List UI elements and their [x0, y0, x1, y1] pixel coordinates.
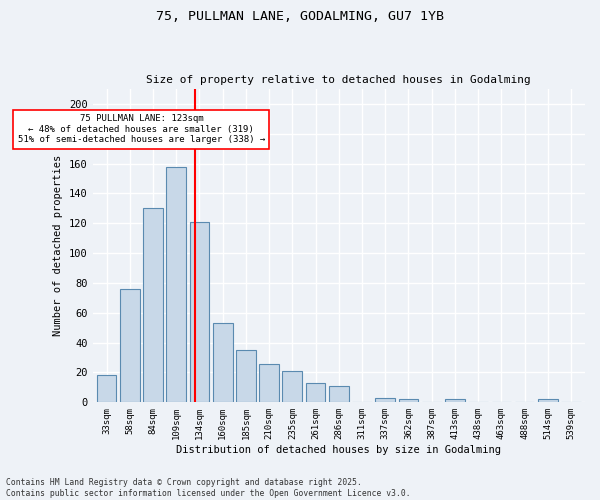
Text: Contains HM Land Registry data © Crown copyright and database right 2025.
Contai: Contains HM Land Registry data © Crown c… [6, 478, 410, 498]
Bar [398, 400, 418, 402]
Bar [143, 208, 163, 402]
Text: 75, PULLMAN LANE, GODALMING, GU7 1YB: 75, PULLMAN LANE, GODALMING, GU7 1YB [156, 10, 444, 23]
Y-axis label: Number of detached properties: Number of detached properties [53, 155, 64, 336]
Bar [305, 383, 325, 402]
Text: 75 PULLMAN LANE: 123sqm
← 48% of detached houses are smaller (319)
51% of semi-d: 75 PULLMAN LANE: 123sqm ← 48% of detache… [18, 114, 265, 144]
Bar [376, 398, 395, 402]
Bar [236, 350, 256, 403]
Bar [445, 400, 465, 402]
Bar [120, 289, 140, 403]
Bar [213, 324, 233, 402]
Bar [283, 371, 302, 402]
Bar [166, 166, 186, 402]
Bar [97, 376, 116, 402]
Bar [259, 364, 279, 403]
X-axis label: Distribution of detached houses by size in Godalming: Distribution of detached houses by size … [176, 445, 501, 455]
Bar [190, 222, 209, 402]
Title: Size of property relative to detached houses in Godalming: Size of property relative to detached ho… [146, 76, 531, 86]
Bar [538, 400, 558, 402]
Bar [329, 386, 349, 402]
